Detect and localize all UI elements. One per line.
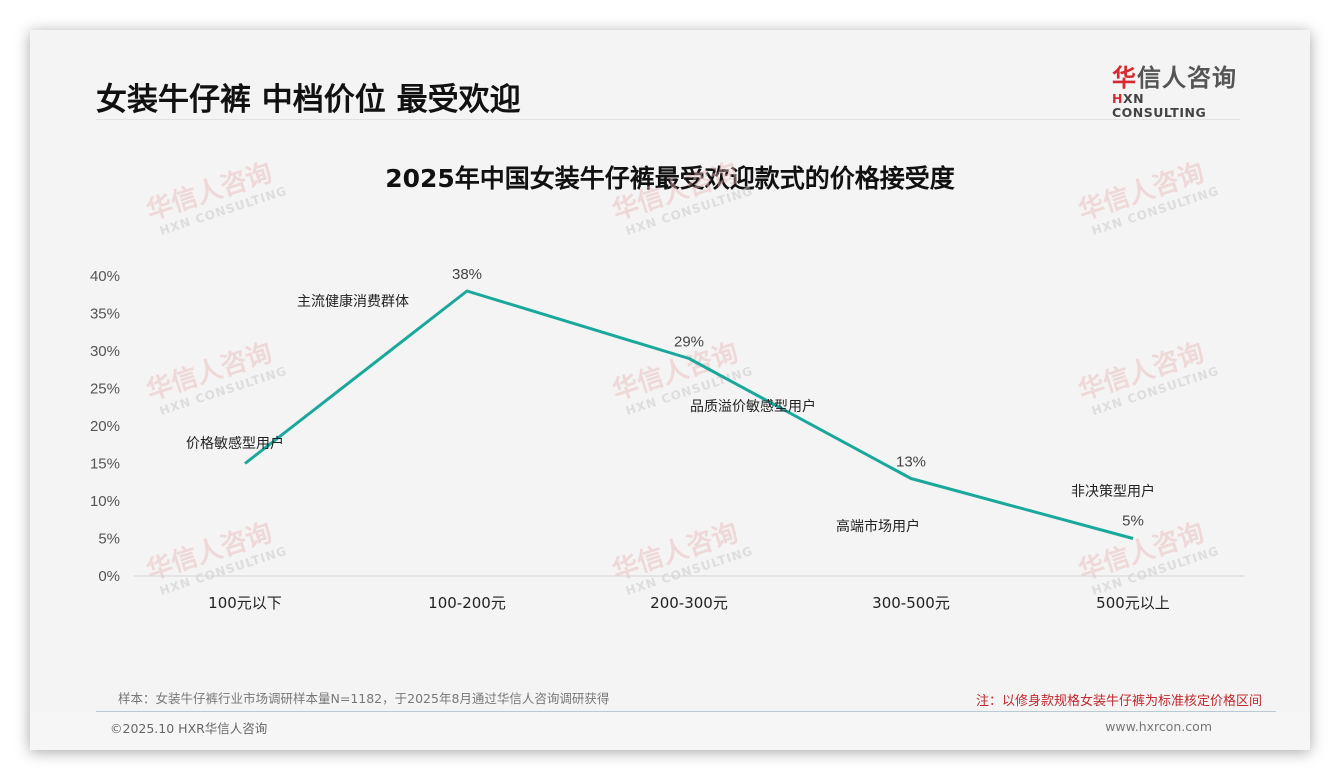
x-tick-label: 300-500元 [872,594,950,612]
y-tick-label: 15% [90,456,120,473]
segment-annotation: 品质溢价敏感型用户 [690,398,816,415]
y-tick-label: 40% [90,268,120,285]
title-divider [96,119,1240,120]
y-tick-label: 20% [90,418,120,435]
footnote: 注：以修身款规格女装牛仔裤为标准核定价格区间 [975,694,1262,709]
data-label: 38% [452,266,482,283]
sample-note: 样本：女装牛仔裤行业市场调研样本量N=1182，于2025年8月通过华信人咨询调… [118,691,610,706]
y-tick-label: 30% [90,343,120,360]
series-line [244,289,1134,540]
data-labels: 38% 29% 13% 5% [452,266,1144,530]
company-logo: 华信人咨询 HXN CONSULTING [1112,64,1242,120]
x-tick-label: 100元以下 [208,594,282,612]
x-tick-label: 500元以上 [1096,594,1170,612]
chart-title: 2025年中国女装牛仔裤最受欢迎款式的价格接受度 [385,164,955,193]
website-link[interactable]: www.hxrcon.com [1105,719,1212,734]
logo-en: HXN CONSULTING [1112,91,1207,120]
data-label: 13% [896,454,926,471]
y-tick-label: 35% [90,306,120,323]
slide: 女装牛仔裤 中档价位 最受欢迎 华信人咨询 HXN CONSULTING 202… [30,30,1310,750]
segment-annotation: 价格敏感型用户 [186,435,284,452]
data-label: 5% [1122,513,1144,530]
copyright: ©2025.10 HXR华信人咨询 [110,721,268,736]
x-axis: 100元以下 100-200元 200-300元 300-500元 500元以上 [208,594,1170,612]
y-tick-label: 10% [90,493,120,510]
data-label: 29% [674,334,704,351]
footer-divider [96,711,1276,712]
segment-annotation: 非决策型用户 [1071,483,1155,500]
page-title: 女装牛仔裤 中档价位 最受欢迎 [96,82,521,118]
y-tick-label: 0% [98,568,120,585]
y-axis: 0% 5% 10% 15% 20% 25% 30% 35% 40% [90,268,120,585]
y-tick-label: 25% [90,381,120,398]
footer-strip [30,712,1310,750]
segment-annotation: 主流健康消费群体 [297,293,409,310]
x-tick-label: 200-300元 [650,594,728,612]
logo-cn: 华信人咨询 [1112,64,1237,92]
segment-annotation: 高端市场用户 [836,518,920,535]
x-tick-label: 100-200元 [428,594,506,612]
y-tick-label: 5% [98,531,120,548]
